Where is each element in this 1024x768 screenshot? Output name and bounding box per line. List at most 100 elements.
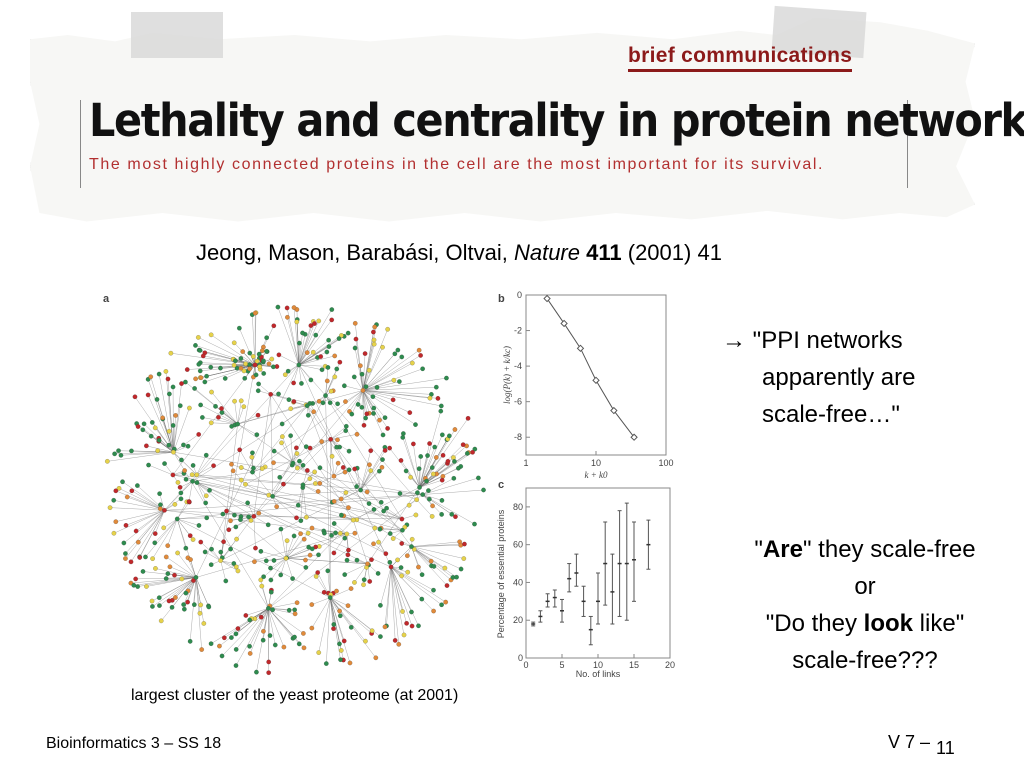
network-node [256,351,262,357]
network-node [336,336,342,341]
network-node [170,423,176,428]
network-edge [270,558,287,581]
network-node [291,380,296,386]
network-edge [334,523,347,535]
citation-rest: (2001) 41 [627,240,722,265]
network-node [290,460,296,466]
network-node [150,604,155,609]
network-edge [411,546,457,578]
network-node [235,421,240,427]
network-node [325,365,331,370]
network-edge [330,597,351,664]
network-edge [204,364,256,383]
divider [80,100,81,188]
network-edge [403,433,420,488]
network-edge [330,597,366,642]
network-edge [319,533,347,547]
network-node [222,635,227,641]
network-node [111,497,117,503]
network-node [228,546,233,552]
network-node [190,537,196,542]
network-node [233,647,239,652]
network-node [306,544,311,550]
network-node [208,364,214,370]
network-edge [360,464,370,491]
network-node [371,329,376,335]
network-edge [422,494,452,515]
network-node [190,463,196,468]
network-node [354,484,359,489]
network-node [397,379,402,384]
network-node [238,477,244,483]
network-node [413,422,418,427]
network-edge [150,376,174,453]
network-node [229,635,234,640]
network-node [173,413,178,418]
network-edge [298,320,319,366]
network-node [123,523,129,528]
network-node [328,388,334,394]
network-node [426,488,431,493]
network-node [349,411,355,417]
network-node [366,367,372,373]
network-node [338,531,343,536]
data-point [543,294,551,303]
network-node [348,625,354,630]
network-edge [174,575,197,578]
network-node [308,377,314,383]
network-node [462,541,467,547]
network-node [208,420,214,426]
y-tick-label: -2 [514,326,522,336]
network-edge [390,566,408,573]
network-node [133,528,139,534]
network-node [416,623,421,629]
network-node [303,557,308,563]
network-node [255,412,261,418]
network-node [263,558,269,564]
citation-journal: Nature [513,240,580,265]
network-edge [292,447,297,464]
network-node [324,349,330,355]
network-node [217,643,222,649]
network-node [192,386,197,391]
network-node [338,496,344,502]
network-node [243,361,248,367]
network-node [291,533,297,539]
network-edge [330,588,352,598]
network-edge [192,364,299,482]
network-node [179,576,185,582]
network-node [141,421,147,427]
network-edge [362,344,375,391]
network-node [200,353,206,359]
network-node [246,514,251,520]
network-node [364,411,370,417]
network-node [241,404,247,409]
network-node [435,396,441,401]
network-node [380,457,385,462]
network-node [166,442,172,448]
network-edge [353,487,420,521]
figure-caption: largest cluster of the yeast proteome (a… [131,687,459,704]
network-node [190,479,195,484]
network-node [429,514,435,519]
network-edge [113,500,165,511]
y-tick-label: 40 [513,577,523,587]
network-node [288,433,293,439]
network-node [368,448,374,454]
x-tick-label: 0 [523,660,528,670]
data-point [610,406,618,415]
network-node [427,395,433,401]
network-node [319,367,325,373]
network-node [399,516,405,522]
network-node [219,406,224,411]
network-edge [362,390,386,418]
network-node [258,549,264,554]
network-node [163,576,169,581]
panel-label-c: c [498,479,504,491]
network-edge [239,449,253,473]
network-node [397,491,403,496]
network-node [278,526,284,532]
network-edge [145,518,178,558]
network-node [372,324,377,330]
network-node [390,397,396,403]
